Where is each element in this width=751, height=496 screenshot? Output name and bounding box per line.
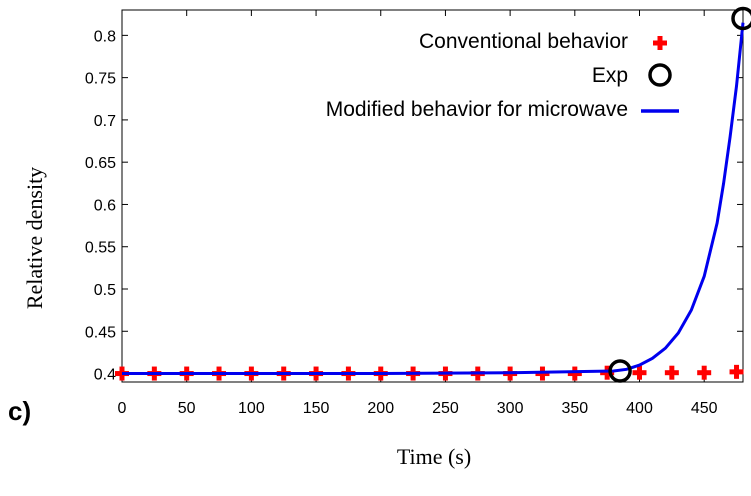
panel-label: c) (8, 396, 31, 426)
y-axis-label: Relative density (22, 167, 47, 309)
x-axis-ticks: 0 50 100 150 200 250 300 350 400 450 (118, 10, 718, 417)
legend: Conventional behavior Exp Modified behavio… (326, 30, 679, 121)
legend-entry-label: Conventional behavior (419, 30, 628, 53)
x-tick-label: 150 (303, 400, 330, 417)
exp-point (731, 6, 751, 31)
legend-entry-label: Exp (592, 64, 628, 87)
y-axis-ticks: 0.4 0.45 0.5 0.55 0.6 0.65 0.7 0.75 0.8 (85, 28, 743, 384)
y-tick-label: 0.7 (94, 113, 116, 130)
plot-area-border (121, 9, 744, 383)
x-tick-label: 50 (178, 400, 196, 417)
y-tick-label: 0.8 (94, 28, 116, 45)
x-tick-label: 100 (238, 400, 265, 417)
y-tick-label: 0.65 (85, 155, 116, 172)
x-tick-label: 350 (561, 400, 588, 417)
y-tick-label: 0.75 (85, 71, 116, 88)
legend-entry-label: Modified behavior for microwave (326, 98, 628, 121)
y-tick-label: 0.45 (85, 324, 116, 341)
x-tick-label: 400 (626, 400, 653, 417)
y-tick-label: 0.5 (94, 282, 116, 299)
x-tick-label: 300 (497, 400, 524, 417)
legend-plus-symbol (653, 36, 667, 50)
conventional-point (697, 365, 712, 380)
x-tick-label: 200 (367, 400, 394, 417)
conventional-point (632, 365, 647, 380)
y-tick-label: 0.55 (85, 240, 116, 257)
x-tick-label: 450 (691, 400, 718, 417)
x-tick-label: 0 (118, 400, 127, 417)
conventional-point (664, 365, 679, 380)
plot-frame (121, 9, 744, 383)
y-tick-label: 0.6 (94, 197, 116, 214)
x-tick-label: 250 (432, 400, 459, 417)
legend-circle-symbol (648, 63, 672, 87)
x-axis-label: Time (s) (397, 444, 471, 469)
modified-behavior-line (122, 22, 745, 375)
conventional-point (567, 366, 582, 381)
exp-point (608, 359, 632, 383)
series-layer (115, 6, 751, 383)
conventional-point (729, 364, 744, 379)
y-tick-label: 0.4 (94, 367, 116, 384)
